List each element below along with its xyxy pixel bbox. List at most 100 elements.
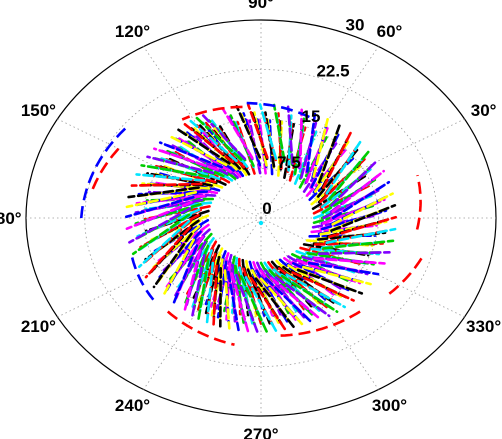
data-mark-42-4 (280, 274, 339, 314)
data-mark-38-4 (259, 277, 305, 328)
data-mark-20-4 (144, 226, 192, 279)
angle-label-150: 150° (21, 101, 56, 120)
data-mark-59-4 (325, 140, 362, 195)
outer-arc-6 (130, 257, 155, 301)
data-mark-43-4 (285, 273, 347, 309)
data-mark-32-4 (230, 272, 250, 333)
data-mark-41-4 (274, 276, 331, 318)
radial-label-22-5: 22.5 (316, 61, 349, 80)
angle-label-210: 210° (21, 317, 56, 336)
data-mark-26-4 (197, 258, 210, 320)
data-mark-34-4 (239, 275, 268, 333)
data-mark-7-4 (158, 141, 223, 169)
data-mark-35-4 (244, 276, 278, 333)
data-mark-45-4 (296, 268, 364, 295)
data-mark-67-4 (258, 103, 278, 160)
angle-label-180: 180° (0, 209, 22, 228)
data-mark-63-4 (305, 112, 317, 173)
data-mark-6-4 (167, 134, 228, 167)
angle-label-30: 30° (471, 101, 497, 120)
angle-label-330: 330° (466, 317, 501, 336)
data-mark-24-4 (183, 248, 202, 313)
data-mark-18-4 (131, 213, 191, 256)
data-mark-11-4 (135, 173, 206, 182)
data-mark-60-2 (313, 140, 350, 193)
data-mark-13-4 (127, 186, 200, 199)
outer-arc-2 (415, 174, 422, 230)
outer-arc-1 (90, 147, 120, 194)
data-series (79, 101, 425, 346)
polar-grid (25, 19, 497, 417)
data-mark-64-4 (298, 108, 304, 169)
radial-label-30: 30 (346, 15, 365, 34)
angle-label-120: 120° (115, 22, 150, 41)
data-mark-12-4 (130, 182, 203, 187)
data-mark-33-4 (235, 273, 259, 333)
data-mark-57-4 (330, 159, 379, 207)
data-mark-4-4 (183, 123, 235, 164)
data-mark-46-4 (302, 265, 372, 286)
data-mark-55-4 (331, 180, 391, 220)
data-mark-36-4 (249, 276, 287, 332)
angle-label-90: 90° (248, 0, 274, 12)
data-mark-40-4 (269, 276, 323, 322)
data-mark-54-4 (331, 192, 394, 226)
data-mark-22-4 (161, 238, 195, 298)
data-mark-16-4 (125, 201, 193, 230)
data-mark-19-4 (138, 219, 191, 269)
angle-label-270: 270° (243, 425, 278, 439)
radial-label-7-5: 7.5 (277, 153, 301, 172)
data-mark-28-4 (212, 264, 218, 326)
data-mark-30-4 (223, 269, 231, 330)
data-mark-60-4 (322, 131, 352, 189)
data-mark-50-4 (322, 239, 395, 250)
angle-spoke-210 (57, 217, 262, 318)
angle-spoke-300 (260, 217, 379, 390)
center-point (258, 220, 264, 226)
data-mark-14-4 (125, 191, 197, 209)
data-mark-25-4 (191, 254, 206, 318)
data-mark-69-4 (235, 105, 262, 159)
data-mark-23-4 (172, 244, 199, 306)
data-mark-2-4 (195, 116, 243, 161)
data-mark-56-4 (331, 169, 386, 213)
data-mark-47-4 (307, 261, 380, 276)
outer-arc-4 (166, 310, 235, 346)
radial-label-15: 15 (302, 107, 321, 126)
data-mark-62-4 (312, 118, 329, 178)
data-mark-51-4 (325, 227, 397, 244)
data-mark-8-4 (153, 147, 219, 171)
angle-spoke-60 (260, 46, 379, 219)
data-mark-59-2 (316, 148, 359, 198)
data-mark-3-4 (189, 119, 238, 163)
angle-label-300: 300° (372, 396, 407, 415)
data-mark-31-4 (227, 270, 240, 332)
data-mark-52-4 (328, 215, 398, 239)
data-mark-9-4 (146, 155, 215, 175)
data-mark-37-4 (254, 277, 296, 330)
data-mark-39-4 (264, 277, 314, 325)
data-mark-48-4 (313, 257, 386, 265)
angle-label-240: 240° (115, 396, 150, 415)
outer-arc-5 (280, 310, 362, 337)
data-mark-1-4 (201, 114, 247, 161)
angle-spoke-30 (260, 118, 465, 219)
outer-arc-0 (79, 127, 127, 224)
data-mark-68-4 (247, 103, 269, 159)
outer-arc-3 (388, 254, 425, 295)
data-mark-58-4 (328, 149, 371, 201)
data-mark-15-4 (125, 195, 195, 219)
data-mark-49-4 (317, 251, 391, 255)
data-mark-21-4 (152, 232, 193, 289)
outer-arc-8 (246, 101, 310, 119)
radial-label-0: 0 (262, 199, 271, 218)
data-mark-10-4 (140, 164, 210, 178)
data-mark-27-4 (205, 261, 215, 324)
angle-spoke-330 (260, 217, 465, 318)
data-mark-65-4 (286, 105, 294, 165)
angle-label-60: 60° (377, 22, 403, 41)
data-mark-53-4 (330, 204, 397, 232)
